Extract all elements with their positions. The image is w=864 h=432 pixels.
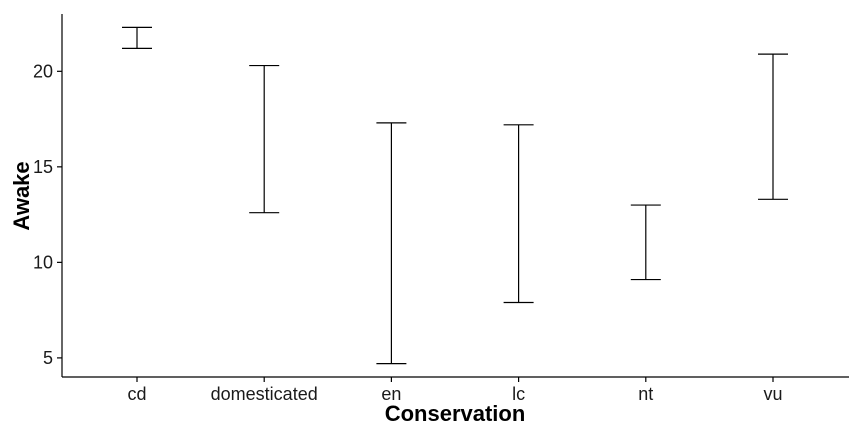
error-bar-nt	[630, 204, 661, 281]
error-bar-lc	[503, 124, 534, 304]
x-tick-label: nt	[638, 384, 653, 404]
error-bar-en	[376, 122, 407, 365]
y-axis-title: Awake	[9, 161, 34, 230]
error-bar-vu	[758, 53, 788, 200]
x-tick-label: vu	[763, 384, 782, 404]
x-tick-label: lc	[512, 384, 525, 404]
y-tick-label: 10	[33, 252, 53, 272]
y-tick-label: 20	[33, 61, 53, 81]
x-tick-label: en	[381, 384, 401, 404]
y-tick-label: 15	[33, 157, 53, 177]
error-bar-cd	[122, 26, 152, 49]
x-axis-title: Conservation	[385, 401, 526, 426]
y-axis-ticks: 5 10 15 20	[33, 61, 62, 368]
y-tick-label: 5	[43, 348, 53, 368]
x-tick-label: domesticated	[211, 384, 318, 404]
error-bar-domesticated	[249, 64, 280, 214]
x-axis-ticks: cd domesticated en lc nt vu	[127, 377, 783, 404]
error-bars	[122, 26, 788, 365]
x-tick-label: cd	[127, 384, 146, 404]
